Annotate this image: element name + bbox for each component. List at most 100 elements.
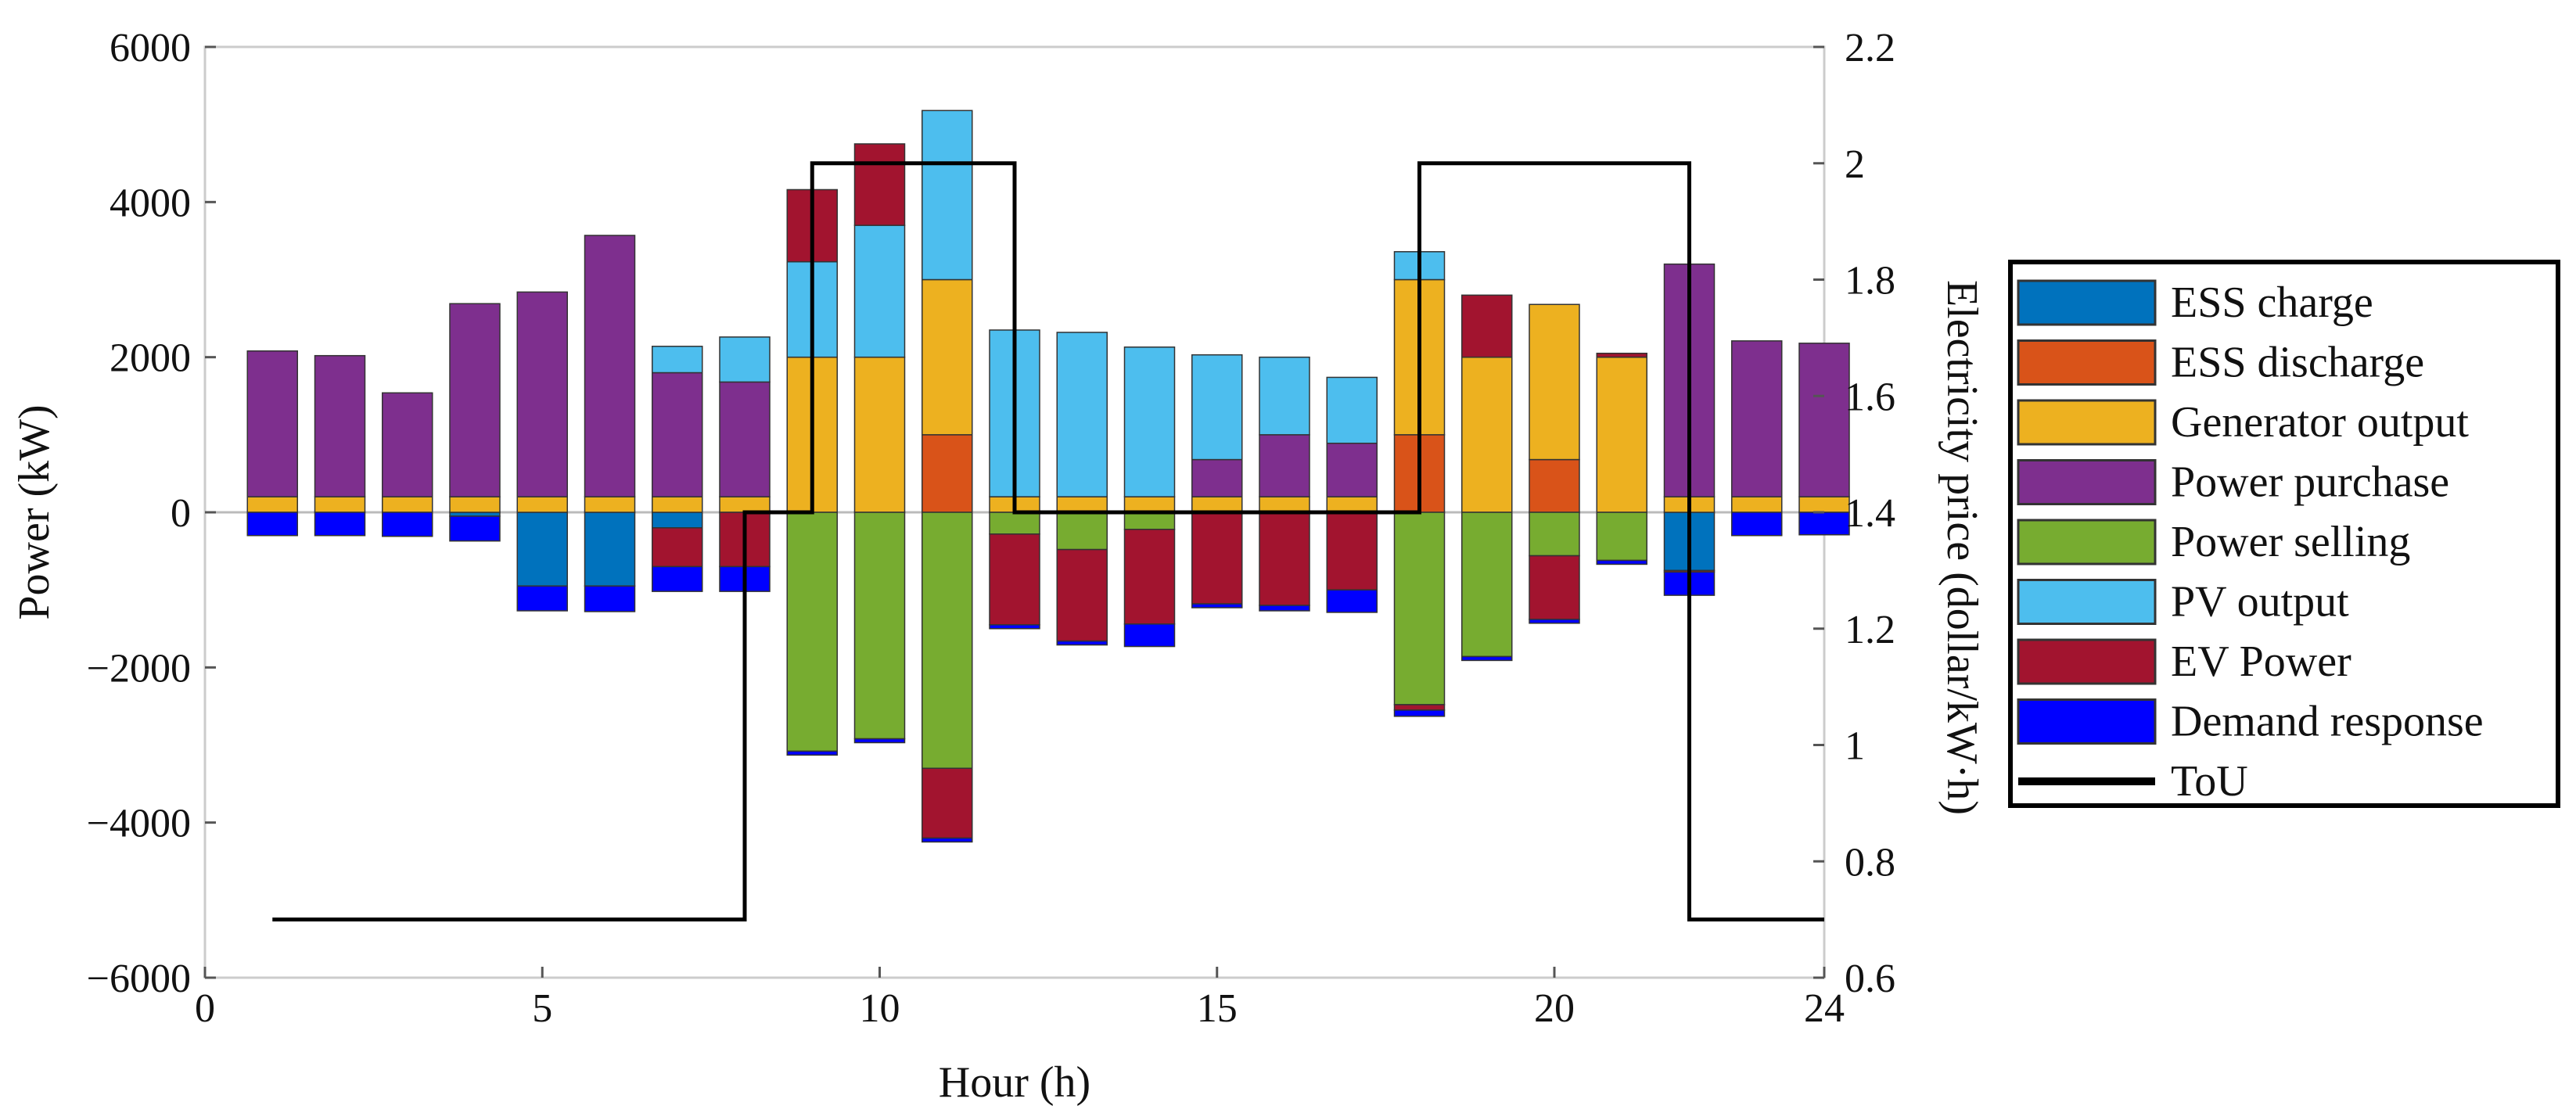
bar-power-selling-hour-14	[1123, 512, 1176, 530]
y2-tick-label: 1.6	[1845, 375, 1895, 419]
bar-ess-charge-hour-6	[584, 512, 636, 587]
legend-label-pv-output: PV output	[2171, 578, 2349, 627]
legend-label-ev-power: EV Power	[2171, 637, 2351, 686]
legend-label-ess-discharge: ESS discharge	[2171, 339, 2424, 387]
bar-demand-response-hour-18	[1393, 709, 1446, 717]
bar-generator-output-hour-4	[449, 496, 501, 513]
bar-power-purchase-hour-7	[652, 372, 703, 497]
bar-generator-output-hour-8	[719, 496, 771, 513]
bar-power-purchase-hour-2	[314, 354, 366, 497]
x-tick-label: 0	[195, 986, 215, 1031]
bar-generator-output-hour-11	[922, 278, 973, 436]
bar-demand-response-hour-7	[652, 565, 703, 592]
bar-demand-response-hour-14	[1123, 623, 1176, 648]
bar-power-purchase-hour-8	[719, 381, 771, 497]
bar-generator-output-hour-23	[1731, 496, 1783, 513]
bar-demand-response-hour-9	[786, 750, 838, 756]
bar-generator-output-hour-17	[1326, 496, 1378, 513]
tou-line	[272, 161, 1824, 922]
legend-label-tou: ToU	[2171, 757, 2248, 806]
bar-ev-power-hour-20	[1529, 555, 1580, 620]
x-tick-label: 24	[1804, 986, 1845, 1031]
bar-demand-response-hour-4	[449, 515, 501, 542]
legend-label-power-selling: Power selling	[2171, 518, 2410, 566]
y-tick-label: 0	[171, 491, 191, 536]
bar-power-purchase-hour-24	[1798, 343, 1850, 497]
bar-power-selling-hour-13	[1056, 512, 1108, 551]
x-tick-label: 10	[860, 986, 900, 1031]
bar-pv-output-hour-11	[922, 110, 973, 281]
bar-power-selling-hour-21	[1596, 512, 1647, 562]
legend-swatch-power-selling	[2017, 519, 2157, 565]
tou-line-group	[272, 161, 1824, 922]
bar-power-purchase-hour-3	[382, 392, 433, 497]
x-tick-label: 5	[532, 986, 552, 1031]
bar-demand-response-hour-13	[1056, 640, 1108, 646]
bar-pv-output-hour-14	[1123, 346, 1176, 497]
x-axis-label: Hour (h)	[939, 1058, 1090, 1107]
bar-pv-output-hour-15	[1191, 354, 1243, 461]
legend-swatch-power-purchase	[2017, 459, 2157, 505]
bar-power-selling-hour-10	[853, 512, 906, 740]
y2-tick-label: 0.8	[1845, 840, 1895, 885]
bar-demand-response-hour-19	[1461, 655, 1513, 662]
bar-generator-output-hour-14	[1123, 496, 1176, 513]
legend-swatch-ess-discharge	[2017, 339, 2157, 386]
legend-label-ess-charge: ESS charge	[2171, 278, 2373, 327]
bar-ess-charge-hour-7	[652, 512, 703, 529]
bar-ess-charge-hour-5	[516, 512, 568, 587]
bar-demand-response-hour-20	[1529, 619, 1580, 624]
bar-ev-power-hour-12	[989, 533, 1040, 626]
legend-swatch-pv-output	[2017, 579, 2157, 625]
y2-tick-label: 2.2	[1845, 26, 1895, 70]
bar-pv-output-hour-17	[1326, 376, 1378, 444]
bar-generator-output-hour-6	[584, 496, 636, 513]
y-tick-label: −6000	[87, 957, 191, 1001]
bar-generator-output-hour-7	[652, 496, 703, 513]
y2-tick-label: 0.6	[1845, 957, 1895, 1001]
bar-demand-response-hour-24	[1798, 512, 1850, 536]
bar-ev-power-hour-19	[1461, 294, 1513, 358]
bar-ev-power-hour-15	[1191, 512, 1243, 605]
bar-power-purchase-hour-6	[584, 235, 636, 497]
bar-generator-output-hour-21	[1596, 356, 1647, 513]
x-tick-label: 15	[1197, 986, 1238, 1031]
bar-ev-power-hour-14	[1123, 529, 1176, 625]
bar-generator-output-hour-20	[1529, 303, 1580, 461]
bar-ev-power-hour-7	[652, 527, 703, 568]
bar-ev-power-hour-16	[1259, 512, 1310, 606]
bar-power-purchase-hour-5	[516, 291, 568, 497]
bar-generator-output-hour-15	[1191, 496, 1243, 513]
bar-demand-response-hour-1	[246, 512, 298, 537]
bar-pv-output-hour-16	[1259, 356, 1310, 436]
bar-power-purchase-hour-15	[1191, 458, 1243, 497]
bar-ev-power-hour-10	[853, 143, 906, 226]
bar-power-selling-hour-11	[922, 512, 973, 769]
bar-demand-response-hour-12	[989, 624, 1040, 630]
bar-power-selling-hour-20	[1529, 512, 1580, 557]
bar-power-selling-hour-19	[1461, 512, 1513, 658]
bar-demand-response-hour-3	[382, 512, 433, 537]
bar-ev-power-hour-18	[1393, 704, 1446, 711]
legend-label-power-purchase: Power purchase	[2171, 458, 2449, 507]
bar-generator-output-hour-1	[246, 496, 298, 513]
y-tick-label: −4000	[87, 802, 191, 846]
bar-generator-output-hour-10	[853, 356, 906, 513]
bar-power-purchase-hour-1	[246, 350, 298, 497]
y-tick-label: 2000	[110, 336, 191, 381]
bar-power-purchase-hour-4	[449, 303, 501, 497]
bar-ess-discharge-hour-20	[1529, 458, 1580, 513]
bar-generator-output-hour-19	[1461, 356, 1513, 513]
bar-generator-output-hour-2	[314, 496, 366, 513]
y-tick-label: 6000	[110, 26, 191, 70]
bar-power-selling-hour-18	[1393, 512, 1446, 705]
x-tick-label: 20	[1534, 986, 1575, 1031]
bar-demand-response-hour-2	[314, 512, 366, 537]
legend-swatch-generator-output	[2017, 399, 2157, 446]
y2-axis-label: Electricity price (dollar/kW·h)	[1938, 280, 1986, 815]
legend-label-generator-output: Generator output	[2171, 398, 2469, 447]
axes-group: 0 5 10 15 20 24 6000 4000 2000 0 −2000 −4000 −6000 2.…	[87, 26, 1895, 1031]
bar-power-purchase-hour-23	[1731, 340, 1783, 497]
legend-label-demand-response: Demand response	[2171, 698, 2484, 746]
